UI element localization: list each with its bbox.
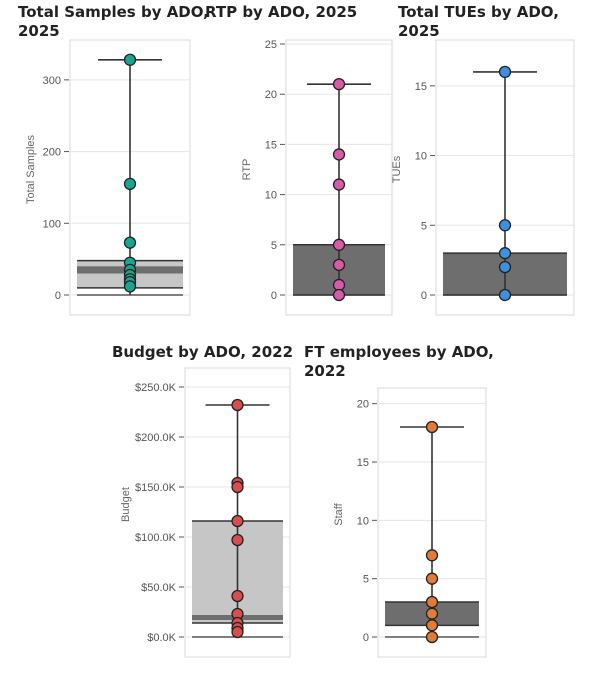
chart-title-samples: Total Samples by ADO, 2025 bbox=[18, 3, 209, 40]
chart-rtp: 0 5 10 15 20 25 RTP bbox=[241, 39, 393, 316]
y-axis-label: TUEs bbox=[391, 155, 403, 183]
data-point bbox=[123, 280, 137, 293]
data-point bbox=[332, 178, 346, 191]
data-point bbox=[231, 398, 244, 412]
tick-label: $150.0K bbox=[135, 482, 177, 494]
data-point bbox=[231, 480, 244, 494]
data-point bbox=[425, 572, 439, 585]
plot-frame bbox=[285, 39, 393, 316]
plot-frame bbox=[69, 39, 191, 316]
data-point bbox=[498, 247, 512, 260]
plot-frame bbox=[184, 367, 291, 658]
data-point bbox=[332, 148, 346, 161]
tick-label: $50.0K bbox=[141, 582, 177, 594]
plot-frame bbox=[435, 39, 575, 316]
y-axis-label: Budget bbox=[120, 487, 132, 522]
tick-label: 15 bbox=[415, 81, 427, 93]
tick-label: 15 bbox=[265, 139, 277, 151]
data-point bbox=[332, 238, 346, 251]
data-point bbox=[425, 549, 439, 562]
tick-label: 20 bbox=[357, 399, 369, 411]
data-point bbox=[123, 236, 137, 249]
tick-label: 10 bbox=[265, 190, 277, 202]
tick-label: $250.0K bbox=[135, 382, 177, 394]
data-point bbox=[425, 630, 439, 644]
chart-staff: 0 5 10 15 20 Staff bbox=[333, 387, 487, 658]
data-point bbox=[231, 625, 244, 639]
data-point bbox=[231, 514, 244, 528]
y-axis-label: Total Samples bbox=[25, 134, 37, 204]
y-axis-label: Staff bbox=[333, 502, 345, 525]
chart-title-staff: FT employees by ADO, 2022 bbox=[304, 343, 494, 380]
data-point bbox=[425, 420, 439, 434]
data-point bbox=[231, 589, 244, 603]
tick-label: 5 bbox=[363, 574, 369, 586]
chart-samples: 0 100 200 300 Total Samples bbox=[25, 39, 191, 316]
data-point bbox=[498, 65, 512, 79]
chart-title-rtp: RTP by ADO, 2025 bbox=[205, 3, 358, 21]
tick-label: $200.0K bbox=[135, 432, 177, 444]
data-point bbox=[425, 619, 439, 632]
chart-budget: $0.0K $50.0K $100.0K $150.0K $200.0K $250.0K B… bbox=[120, 367, 291, 658]
tick-label: 5 bbox=[271, 240, 277, 252]
plot-frame bbox=[377, 387, 487, 658]
data-point bbox=[425, 607, 439, 620]
data-point bbox=[425, 595, 439, 609]
tick-label: $100.0K bbox=[135, 532, 177, 544]
data-point bbox=[498, 219, 512, 232]
data-point bbox=[332, 78, 346, 91]
tick-label: 20 bbox=[265, 89, 277, 101]
tick-label: 15 bbox=[357, 457, 369, 469]
data-point bbox=[332, 288, 346, 302]
tick-label: 25 bbox=[265, 39, 277, 51]
tick-label: 10 bbox=[415, 151, 427, 163]
tick-label: $0.0K bbox=[147, 632, 176, 644]
tick-label: 5 bbox=[421, 220, 427, 232]
data-point bbox=[498, 260, 512, 274]
data-point bbox=[123, 53, 137, 66]
tick-label: 0 bbox=[363, 632, 369, 644]
tick-label: 10 bbox=[357, 515, 369, 527]
data-point bbox=[332, 258, 346, 272]
tick-label: 200 bbox=[43, 147, 61, 159]
chart-title-budget: Budget by ADO, 2022 bbox=[112, 343, 294, 361]
y-axis-label: RTP bbox=[241, 159, 253, 181]
data-point bbox=[498, 288, 512, 302]
tick-label: 0 bbox=[421, 290, 427, 302]
chart-tues: 0 5 10 15 TUEs bbox=[391, 39, 575, 316]
data-point bbox=[231, 533, 244, 547]
tick-label: 0 bbox=[271, 290, 277, 302]
tick-label: 300 bbox=[43, 75, 61, 87]
data-point bbox=[123, 177, 137, 190]
tick-label: 0 bbox=[55, 290, 61, 302]
chart-title-tues: Total TUEs by ADO, 2025 bbox=[398, 3, 559, 40]
tick-label: 100 bbox=[43, 218, 61, 230]
